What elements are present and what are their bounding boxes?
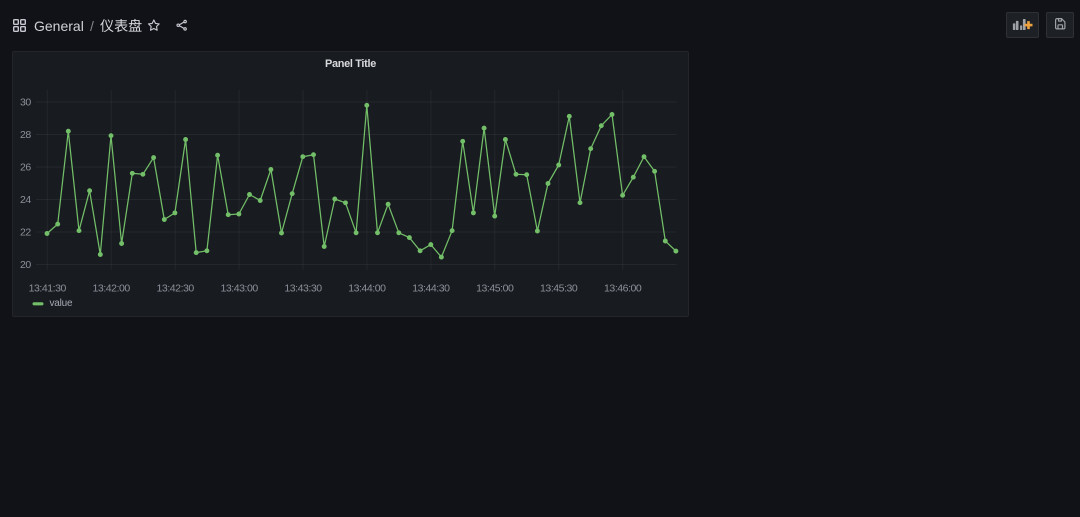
svg-text:30: 30	[20, 96, 31, 108]
svg-text:13:42:30: 13:42:30	[157, 282, 195, 294]
svg-text:13:43:00: 13:43:00	[220, 282, 258, 294]
svg-text:13:42:00: 13:42:00	[93, 282, 131, 294]
svg-text:26: 26	[20, 161, 31, 173]
svg-text:13:45:00: 13:45:00	[476, 282, 514, 294]
svg-text:value: value	[50, 297, 74, 308]
svg-text:13:45:30: 13:45:30	[540, 282, 578, 294]
svg-text:20: 20	[20, 258, 31, 270]
svg-text:13:41:30: 13:41:30	[29, 282, 67, 294]
svg-text:22: 22	[20, 226, 31, 238]
svg-text:24: 24	[20, 193, 31, 205]
svg-text:28: 28	[20, 128, 31, 140]
svg-text:13:43:30: 13:43:30	[284, 282, 322, 294]
svg-text:13:46:00: 13:46:00	[604, 282, 642, 294]
svg-text:13:44:30: 13:44:30	[412, 282, 450, 294]
svg-text:13:44:00: 13:44:00	[348, 282, 386, 294]
